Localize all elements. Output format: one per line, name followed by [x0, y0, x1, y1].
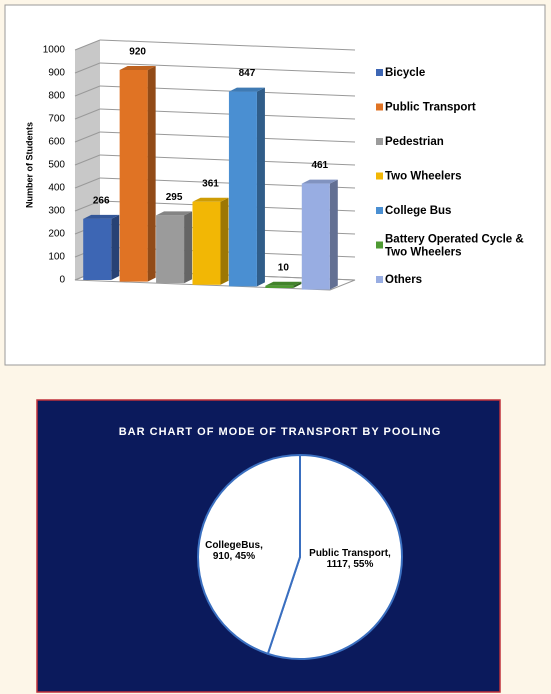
y-axis-label: Number of Students	[24, 122, 34, 208]
value-label: 461	[311, 160, 328, 171]
legend-swatch	[376, 69, 383, 76]
bar-top	[156, 211, 193, 216]
pie-title: BAR CHART OF MODE OF TRANSPORT BY POOLIN…	[119, 426, 442, 438]
value-label: 266	[93, 195, 110, 206]
value-label: 10	[278, 262, 290, 273]
legend-swatch	[376, 172, 383, 180]
legend-label: Pedestrian	[385, 136, 444, 148]
grid-line	[99, 62, 356, 74]
legend-swatch	[376, 241, 383, 249]
bar	[83, 218, 112, 280]
y-tick-label: 600	[48, 137, 65, 148]
bar	[265, 285, 294, 288]
bar-top	[83, 214, 120, 219]
y-tick-label: 300	[48, 206, 65, 217]
y-tick-label: 400	[48, 183, 65, 194]
grid-line-wall	[74, 131, 101, 143]
value-label: 361	[202, 178, 219, 189]
grid-line-wall	[74, 85, 101, 97]
y-tick-label: 1000	[43, 45, 66, 56]
bar-top	[119, 66, 156, 70]
value-label: 295	[166, 192, 183, 203]
legend-swatch	[376, 207, 383, 214]
value-label: 920	[129, 47, 146, 58]
legend-swatch	[376, 138, 383, 145]
pie-label: CollegeBus, 910, 45%	[205, 540, 263, 562]
bar-side	[293, 281, 302, 288]
bar-side	[111, 214, 120, 280]
bar	[192, 201, 221, 285]
y-tick-label: 200	[48, 229, 65, 240]
grid-line-wall	[74, 108, 101, 120]
pie-label: Public Transport, 1117, 55%	[309, 548, 391, 570]
grid-line-wall	[74, 154, 101, 166]
bar-side	[220, 197, 229, 285]
grid-line-wall	[74, 62, 101, 74]
pie-slice	[266, 453, 403, 660]
y-tick-label: 500	[48, 160, 65, 171]
bar-side	[184, 211, 193, 284]
bar-top	[228, 87, 265, 92]
y-tick-label: 0	[59, 275, 65, 286]
value-label: 847	[239, 68, 256, 79]
bar-top	[192, 197, 229, 202]
grid-line-wall	[74, 39, 101, 51]
legend-label: Public Transport	[385, 102, 476, 114]
bar-top	[265, 281, 302, 286]
y-tick-label: 100	[48, 252, 65, 263]
legend-label: Battery Operated Cycle & Two Wheelers	[385, 234, 524, 259]
legend-label: College Bus	[385, 205, 451, 217]
legend-label: Bicycle	[385, 67, 425, 79]
bar-side	[147, 66, 156, 282]
bar	[301, 183, 330, 290]
legend-label: Two Wheelers	[385, 171, 461, 183]
bar	[228, 91, 257, 287]
legend-swatch	[376, 276, 383, 283]
legend-label: Others	[385, 274, 422, 286]
bar	[119, 70, 148, 282]
legend-swatch	[376, 103, 383, 111]
bar-side	[329, 179, 338, 290]
y-tick-label: 800	[48, 91, 65, 102]
y-tick-label: 700	[48, 114, 65, 125]
bar-side	[256, 87, 265, 287]
grid-line	[99, 39, 356, 51]
bar-top	[301, 179, 338, 184]
grid-line-wall	[74, 177, 101, 189]
pie-slice	[197, 453, 301, 656]
bar	[156, 215, 185, 284]
grid-line-wall	[74, 200, 101, 212]
y-tick-label: 900	[48, 68, 65, 79]
